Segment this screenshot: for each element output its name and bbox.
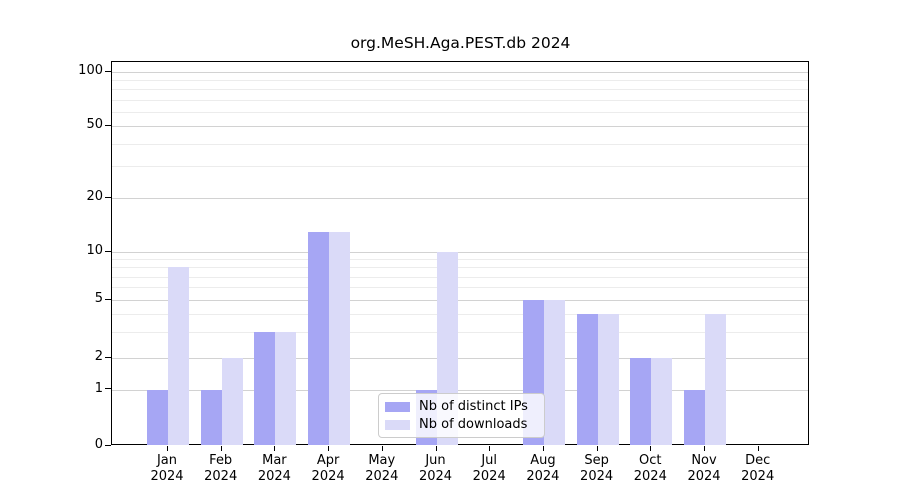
y-tick-mark [105, 356, 111, 358]
y-tick-label: 1 [94, 380, 103, 396]
y-tick-label: 0 [94, 437, 103, 452]
bar-apr-downloads [329, 231, 351, 445]
x-tick-mark [650, 446, 652, 451]
major-gridline [112, 198, 808, 199]
bar-oct-distinct-ips [630, 358, 652, 445]
bar-apr-distinct-ips [308, 231, 330, 445]
x-tick-mark [274, 446, 276, 451]
minor-gridline [112, 166, 808, 168]
x-tick-label: Oct 2024 [633, 453, 667, 484]
minor-gridline [112, 287, 808, 289]
y-tick-label: 100 [78, 63, 103, 78]
major-gridline [112, 389, 808, 391]
y-tick-mark [105, 388, 111, 389]
bar-feb-downloads [221, 358, 243, 445]
plot-area: Nb of distinct IPs Nb of downloads [111, 61, 809, 445]
y-tick-mark [105, 196, 111, 198]
bar-nov-distinct-ips [684, 389, 705, 445]
y-tick-label: 5 [94, 291, 103, 306]
x-tick-label: Jul 2024 [472, 453, 506, 484]
y-tick-mark [105, 250, 111, 252]
bar-jan-downloads [168, 267, 189, 445]
legend-item-distinct-ips: Nb of distinct IPs [385, 399, 538, 414]
x-tick-mark [596, 446, 598, 451]
legend-item-downloads: Nb of downloads [385, 417, 538, 432]
x-tick-mark [704, 446, 705, 451]
x-tick-mark [489, 446, 491, 451]
y-tick-label: 10 [86, 243, 103, 258]
legend: Nb of distinct IPs Nb of downloads [378, 393, 545, 438]
legend-swatch-distinct-ips [385, 401, 410, 412]
bar-sep-distinct-ips [576, 314, 598, 445]
y-tick-label: 50 [86, 117, 103, 132]
x-tick-label: Jan 2024 [150, 453, 184, 484]
minor-gridline [112, 99, 808, 101]
minor-gridline [112, 276, 808, 278]
major-gridline [112, 126, 808, 127]
y-tick-label: 2 [94, 349, 103, 364]
x-tick-mark [381, 446, 383, 451]
x-tick-label: Dec 2024 [741, 453, 775, 484]
bar-oct-downloads [651, 358, 673, 445]
legend-label-downloads: Nb of downloads [419, 417, 528, 432]
x-tick-label: Mar 2024 [257, 453, 291, 484]
minor-gridline [112, 314, 808, 316]
y-tick-mark [105, 70, 111, 72]
bar-aug-downloads [543, 300, 565, 445]
x-tick-label: Aug 2024 [526, 453, 560, 484]
bar-feb-distinct-ips [200, 389, 222, 445]
x-tick-label: Feb 2024 [204, 453, 238, 484]
y-tick-mark [105, 444, 111, 446]
x-tick-label: May 2024 [365, 453, 399, 484]
bar-jan-distinct-ips [147, 389, 168, 445]
major-gridline [112, 72, 808, 73]
x-tick-label: Nov 2024 [687, 453, 721, 484]
x-tick-mark [757, 446, 759, 451]
minor-gridline [112, 267, 808, 269]
x-tick-mark [435, 446, 437, 451]
chart-title: org.MeSH.Aga.PEST.db 2024 [350, 34, 571, 52]
x-tick-mark [167, 446, 168, 451]
x-tick-mark [542, 446, 544, 451]
bar-sep-downloads [597, 314, 619, 445]
minor-gridline [112, 111, 808, 113]
minor-gridline [112, 332, 808, 334]
y-tick-label: 20 [86, 189, 103, 204]
x-tick-mark [328, 446, 330, 451]
bar-mar-distinct-ips [254, 332, 276, 445]
bar-nov-downloads [705, 314, 726, 445]
x-tick-mark [220, 446, 222, 451]
legend-label-distinct-ips: Nb of distinct IPs [419, 399, 528, 414]
y-tick-mark [105, 124, 111, 126]
minor-gridline [112, 89, 808, 91]
x-tick-label: Apr 2024 [311, 453, 345, 484]
major-gridline [112, 358, 808, 359]
minor-gridline [112, 259, 808, 261]
minor-gridline [112, 80, 808, 82]
x-tick-label: Sep 2024 [580, 453, 614, 484]
legend-swatch-downloads [385, 419, 410, 430]
major-gridline [112, 252, 808, 253]
x-tick-label: Jun 2024 [418, 453, 453, 484]
bar-mar-downloads [275, 332, 297, 445]
major-gridline [112, 300, 808, 301]
minor-gridline [112, 143, 808, 145]
y-tick-mark [105, 298, 111, 300]
